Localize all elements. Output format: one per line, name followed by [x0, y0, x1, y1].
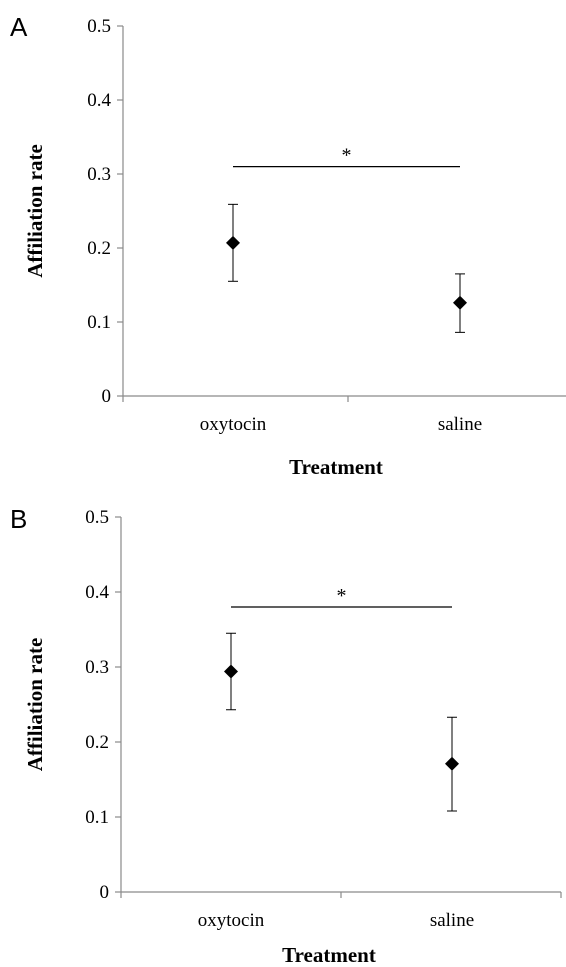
data-point-oxytocin: [226, 235, 240, 250]
x-tick-label: saline: [430, 910, 474, 931]
y-tick-label: 0.2: [87, 238, 111, 259]
x-tick-label: saline: [438, 414, 482, 435]
y-tick-label: 0.5: [87, 16, 111, 37]
y-tick-label: 0.4: [87, 90, 111, 111]
panel-a: A 0 0.1 0.2 0.3 0.4 0.5 oxytocin saline Treatment…: [10, 12, 566, 479]
significance-marker: *: [337, 585, 347, 607]
y-tick-label: 0: [102, 386, 112, 407]
data-point-saline: [453, 295, 467, 310]
x-axis-title: Treatment: [289, 455, 383, 479]
y-tick-label: 0.2: [85, 732, 109, 753]
y-tick-label: 0.4: [85, 582, 109, 603]
y-axis-title: Affiliation rate: [23, 638, 47, 772]
y-tick-label: 0.5: [85, 507, 109, 528]
x-tick-label: oxytocin: [198, 910, 265, 931]
y-tick-label: 0.3: [87, 164, 111, 185]
panel-label: B: [10, 504, 27, 534]
panel-label: A: [10, 12, 28, 42]
y-axis-title: Affiliation rate: [23, 144, 47, 278]
data-point-saline: [445, 756, 459, 771]
y-tick-label: 0.3: [85, 657, 109, 678]
data-point-oxytocin: [224, 664, 238, 679]
panel-b: B 0 0.1 0.2 0.3 0.4 0.5 oxytocin saline Treatment…: [10, 504, 562, 967]
y-tick-label: 0.1: [85, 807, 109, 828]
x-tick-label: oxytocin: [200, 414, 267, 435]
y-tick-label: 0.1: [87, 312, 111, 333]
significance-marker: *: [342, 145, 352, 167]
x-axis-title: Treatment: [282, 943, 376, 967]
y-tick-label: 0: [100, 882, 110, 903]
